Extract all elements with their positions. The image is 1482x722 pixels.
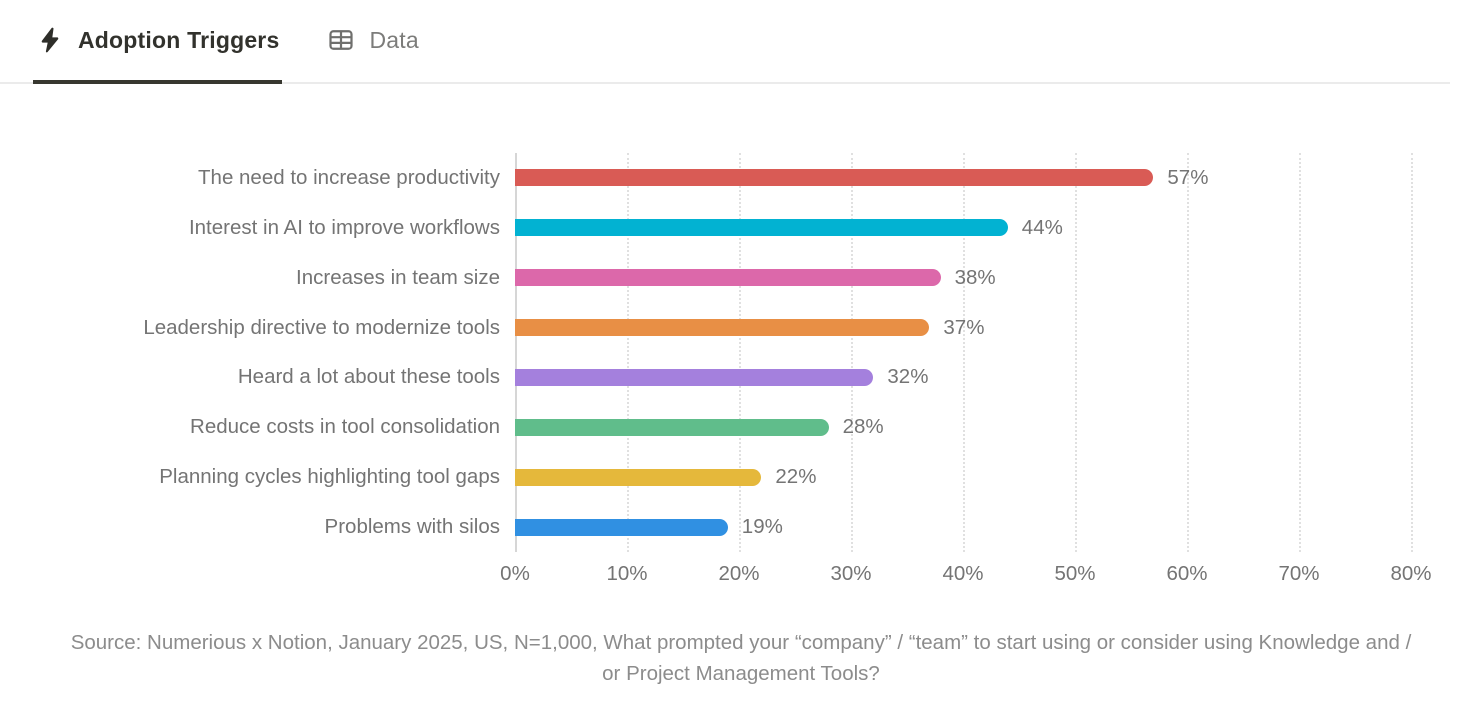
- bar: [515, 269, 941, 287]
- bar-row: 28%: [515, 402, 1411, 452]
- x-tick-label: 50%: [1054, 562, 1096, 585]
- bolt-icon: [36, 26, 64, 54]
- value-label: 37%: [943, 315, 985, 339]
- x-tick-label: 80%: [1390, 562, 1432, 585]
- value-label: 32%: [887, 365, 929, 389]
- x-tick-label: 0%: [500, 562, 530, 585]
- gridline: [739, 153, 741, 552]
- tab-adoption-triggers[interactable]: Adoption Triggers: [33, 0, 283, 84]
- value-label: 44%: [1021, 215, 1063, 239]
- value-label: 22%: [775, 465, 817, 489]
- gridline: [851, 153, 853, 552]
- bar: [515, 418, 829, 436]
- category-label: Increases in team size: [296, 265, 500, 289]
- category-label: Interest in AI to improve workflows: [188, 215, 500, 239]
- tabs: Adoption Triggers Data: [33, 0, 422, 84]
- tab-label: Adoption Triggers: [78, 26, 280, 53]
- bar-row: 37%: [515, 303, 1411, 353]
- gridline: [1075, 153, 1077, 552]
- tab-label: Data: [369, 26, 419, 53]
- tab-bar: Adoption Triggers Data: [0, 0, 1482, 84]
- bar: [515, 169, 1154, 187]
- category-labels: The need to increase productivity Interes…: [0, 153, 500, 552]
- bar: [515, 468, 762, 486]
- plot-area: 57% 44% 38% 37% 32% 28% 22% 19%: [515, 153, 1413, 552]
- gridline: [1411, 153, 1413, 552]
- gridline: [627, 153, 629, 552]
- bar-row: 57%: [515, 153, 1411, 203]
- category-label: Problems with silos: [324, 515, 500, 539]
- value-label: 57%: [1167, 165, 1209, 189]
- bar: [515, 368, 874, 386]
- bar-row: 32%: [515, 353, 1411, 403]
- y-axis-line: [515, 153, 517, 552]
- category-label: Planning cycles highlighting tool gaps: [159, 465, 500, 489]
- bar: [515, 219, 1008, 237]
- category-label: Leadership directive to modernize tools: [143, 315, 500, 339]
- bar: [515, 319, 930, 337]
- x-tick-label: 20%: [718, 562, 760, 585]
- gridline: [1299, 153, 1301, 552]
- gridline: [1187, 153, 1189, 552]
- tab-data[interactable]: Data: [324, 0, 421, 84]
- x-axis: 0% 10% 20% 30% 40% 50% 60% 70% 80%: [500, 562, 1431, 590]
- source-caption: Source: Numerious x Notion, January 2025…: [70, 631, 1412, 685]
- bar-row: 38%: [515, 253, 1411, 303]
- value-label: 28%: [842, 415, 884, 439]
- bar-row: 44%: [515, 203, 1411, 253]
- table-icon: [327, 26, 355, 54]
- bar: [515, 518, 728, 536]
- value-label: 38%: [954, 265, 996, 289]
- category-label: The need to increase productivity: [198, 165, 500, 189]
- x-tick-label: 40%: [942, 562, 984, 585]
- gridline: [963, 153, 965, 552]
- category-label: Reduce costs in tool consolidation: [190, 415, 500, 439]
- value-label: 19%: [741, 515, 783, 539]
- bar-rows: 57% 44% 38% 37% 32% 28% 22% 19%: [515, 153, 1411, 552]
- bar-row: 22%: [515, 452, 1411, 502]
- bar-row: 19%: [515, 502, 1411, 552]
- x-tick-label: 30%: [830, 562, 872, 585]
- x-tick-label: 70%: [1278, 562, 1320, 585]
- x-tick-label: 10%: [606, 562, 648, 585]
- category-label: Heard a lot about these tools: [237, 365, 500, 389]
- x-tick-label: 60%: [1166, 562, 1208, 585]
- tab-bar-divider: [0, 82, 1450, 84]
